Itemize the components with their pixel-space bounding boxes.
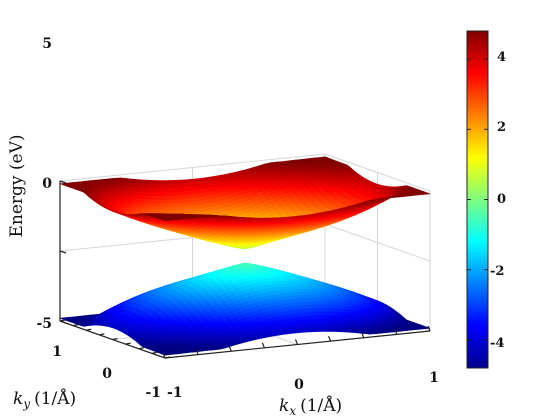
y-tick-label-neg1: -1 [145,385,161,401]
z-tick-mark [59,250,67,254]
y-axis-label-sub: y [22,397,30,411]
x-tick-label-1: 1 [429,370,439,386]
z-axis-label: Energy (eV) [7,134,27,237]
x-axis-label-sub: x [289,404,296,418]
y-tick-mark [125,342,131,345]
y-tick-mark [151,351,157,354]
z-tick-label-mid: 0 [42,176,52,192]
x-axis-label: kx (1/Å) [279,395,342,418]
y-tick-mark [138,347,144,350]
z-tick-label-top: 5 [42,36,52,52]
y-axis-label-symbol: k [13,389,23,409]
y-tick-label-0: 0 [102,366,112,382]
x-axis-label-symbol: k [279,396,289,416]
y-tick-mark [73,324,79,327]
colorbar-tick-neg2: -2 [490,264,504,279]
y-tick-label-1: 1 [52,344,62,360]
y-tick-mark [99,333,105,336]
z-tick-mark [59,180,67,184]
x-tick-mark [228,346,232,352]
y-axis-label-unit: (1/Å) [34,388,76,409]
z-tick-label-bottom: -5 [36,316,52,332]
colorbar-tick-neg4: -4 [490,336,504,351]
x-tick-label-neg1: -1 [167,385,183,401]
x-tick-label-0: 0 [294,377,304,393]
x-axis-label-unit: (1/Å) [300,395,342,416]
colorbar-tick-2: 2 [497,120,506,135]
colorbar-tick-0: 0 [497,192,506,207]
x-tick-mark [328,335,332,342]
x-tick-mark [261,342,265,349]
colorbar-tick-4: 4 [497,50,506,65]
surface-plot [59,156,431,356]
y-tick-mark [86,328,92,331]
y-axis-label: ky (1/Å) [13,388,76,411]
